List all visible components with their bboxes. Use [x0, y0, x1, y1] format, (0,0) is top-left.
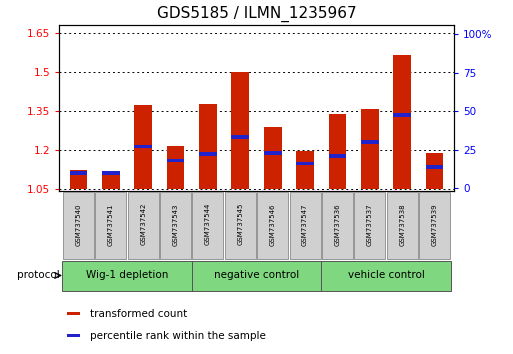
Text: transformed count: transformed count	[90, 309, 187, 319]
Text: GSM737538: GSM737538	[399, 203, 405, 246]
Bar	[167, 145, 185, 189]
FancyBboxPatch shape	[63, 192, 94, 259]
Text: vehicle control: vehicle control	[348, 270, 424, 280]
FancyBboxPatch shape	[354, 192, 385, 259]
Bar	[231, 135, 249, 139]
Bar	[296, 162, 314, 165]
Bar	[231, 72, 249, 189]
FancyBboxPatch shape	[257, 192, 288, 259]
FancyBboxPatch shape	[322, 192, 353, 259]
Bar	[67, 312, 80, 315]
Bar	[199, 104, 217, 189]
Text: GSM737542: GSM737542	[140, 203, 146, 245]
Bar	[134, 105, 152, 189]
Bar	[70, 170, 87, 189]
Text: GSM737545: GSM737545	[238, 203, 243, 245]
Text: GSM737543: GSM737543	[172, 203, 179, 246]
FancyBboxPatch shape	[225, 192, 256, 259]
Bar	[199, 153, 217, 156]
Bar	[328, 154, 346, 158]
Bar	[296, 151, 314, 189]
FancyBboxPatch shape	[419, 192, 450, 259]
Text: GSM737547: GSM737547	[302, 203, 308, 246]
Bar	[426, 154, 443, 189]
FancyBboxPatch shape	[192, 192, 224, 259]
Bar	[264, 151, 282, 154]
Text: GSM737539: GSM737539	[431, 203, 438, 246]
Bar	[70, 171, 87, 175]
FancyBboxPatch shape	[289, 192, 321, 259]
FancyBboxPatch shape	[95, 192, 126, 259]
Bar	[393, 113, 411, 117]
Text: GSM737541: GSM737541	[108, 203, 114, 246]
FancyBboxPatch shape	[192, 262, 321, 291]
Text: Wig-1 depletion: Wig-1 depletion	[86, 270, 168, 280]
Text: GSM737540: GSM737540	[75, 203, 82, 246]
Bar	[134, 145, 152, 148]
Bar	[426, 165, 443, 169]
Bar	[328, 114, 346, 189]
Bar	[361, 140, 379, 144]
Bar	[167, 159, 185, 162]
Bar	[361, 109, 379, 189]
Bar	[102, 173, 120, 189]
FancyBboxPatch shape	[321, 262, 451, 291]
Bar	[102, 171, 120, 175]
Text: GSM737537: GSM737537	[367, 203, 373, 246]
FancyBboxPatch shape	[62, 262, 192, 291]
Text: GSM737546: GSM737546	[270, 203, 275, 246]
Text: negative control: negative control	[214, 270, 299, 280]
Bar	[67, 334, 80, 337]
FancyBboxPatch shape	[128, 192, 159, 259]
FancyBboxPatch shape	[160, 192, 191, 259]
Text: percentile rank within the sample: percentile rank within the sample	[90, 331, 266, 341]
Text: protocol: protocol	[17, 270, 60, 280]
FancyBboxPatch shape	[387, 192, 418, 259]
Text: GSM737544: GSM737544	[205, 203, 211, 245]
Bar	[264, 127, 282, 189]
Bar	[393, 55, 411, 189]
Title: GDS5185 / ILMN_1235967: GDS5185 / ILMN_1235967	[156, 6, 357, 22]
Text: GSM737536: GSM737536	[334, 203, 341, 246]
